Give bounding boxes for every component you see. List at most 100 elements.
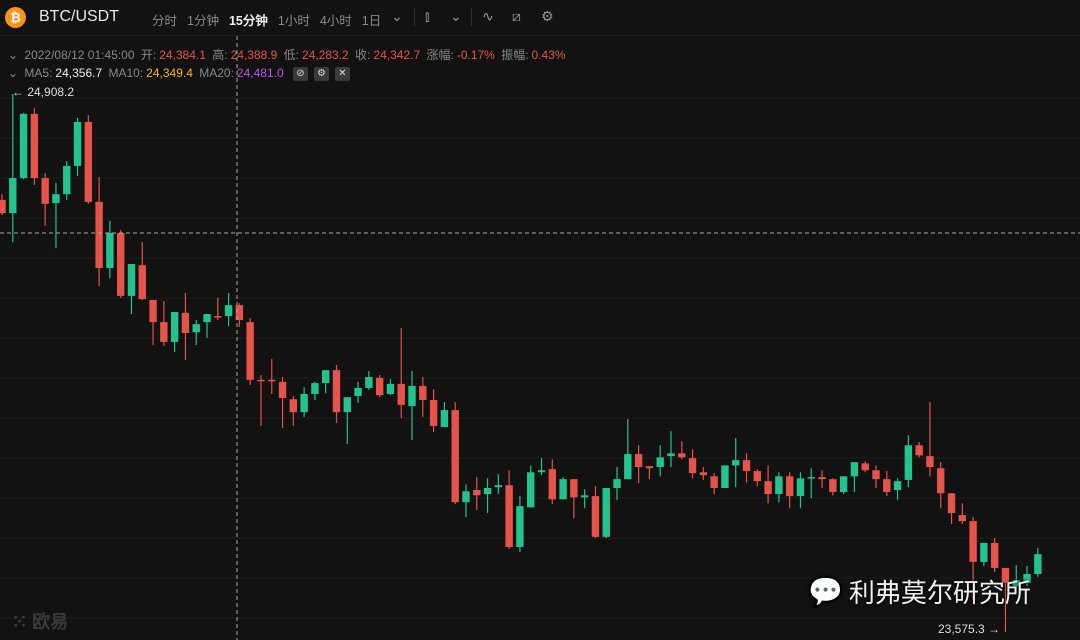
candle-down bbox=[947, 493, 956, 514]
candle-up bbox=[386, 383, 395, 394]
tab-1h[interactable]: 1小时 bbox=[277, 14, 310, 28]
candle-down bbox=[0, 199, 6, 214]
indicator-icon[interactable]: ∿ bbox=[482, 8, 494, 24]
candle-datetime: 2022/08/12 01:45:00 bbox=[24, 48, 135, 62]
ma20-label: MA20: bbox=[199, 66, 234, 80]
candle-down bbox=[235, 305, 244, 321]
candle-down bbox=[548, 469, 556, 500]
candle-up bbox=[527, 472, 535, 508]
candle-up bbox=[322, 370, 330, 384]
candle-up bbox=[192, 324, 200, 333]
candle-down bbox=[926, 456, 934, 468]
divider bbox=[414, 8, 415, 26]
ma10-label: MA10: bbox=[108, 66, 144, 80]
candlestick-type-icon[interactable]: ⫾ bbox=[425, 8, 430, 24]
candle-up bbox=[904, 445, 913, 480]
candle-up bbox=[893, 481, 902, 491]
close-value: 24,342.7 bbox=[373, 48, 421, 62]
candle-up bbox=[602, 488, 610, 537]
candle-up bbox=[624, 454, 632, 480]
tab-time-sharing[interactable]: 分时 bbox=[152, 14, 178, 28]
tab-1m[interactable]: 1分钟 bbox=[187, 14, 219, 28]
candle-up bbox=[775, 476, 783, 495]
candle-up bbox=[1023, 573, 1031, 583]
candle-down bbox=[645, 466, 654, 469]
chevron-down-icon[interactable]: ⌄ bbox=[450, 8, 462, 24]
candle-up bbox=[656, 457, 664, 468]
candle-up bbox=[483, 488, 492, 495]
candle-up bbox=[170, 312, 179, 342]
candle-up bbox=[721, 465, 729, 489]
drawing-tool-icon[interactable]: ⧄ bbox=[512, 8, 521, 24]
candle-up bbox=[300, 393, 308, 413]
amplitude-label: 振幅: bbox=[501, 48, 529, 62]
ma5-value: 24,356.7 bbox=[55, 66, 103, 80]
candle-up bbox=[613, 479, 621, 489]
candle-down bbox=[278, 381, 287, 399]
candle-down bbox=[451, 410, 459, 503]
candle-down bbox=[937, 468, 945, 494]
candle-down bbox=[688, 458, 697, 474]
candle-up bbox=[839, 476, 848, 493]
eye-hide-icon[interactable]: ⊘ bbox=[292, 66, 308, 81]
candle-up bbox=[732, 460, 740, 466]
chevron-down-icon[interactable]: ⌄ bbox=[8, 66, 19, 80]
divider bbox=[471, 8, 472, 26]
candle-down bbox=[84, 121, 93, 202]
high-value: 24,388.9 bbox=[230, 48, 278, 62]
candle-down bbox=[149, 299, 157, 323]
candle-up bbox=[807, 477, 815, 479]
ohlc-info-row: ⌄ 2022/08/12 01:45:00 开: 24,384.1 高: 24,38… bbox=[8, 46, 569, 63]
candle-down bbox=[969, 521, 977, 562]
interval-tabs: 分时 1分钟 15分钟 1小时 4小时 1日 bbox=[152, 10, 381, 29]
toolbar: ₿ BTC/USDT 分时 1分钟 15分钟 1小时 4小时 1日 ⌄ ⫾ ⌄ … bbox=[0, 0, 1080, 36]
tab-4h[interactable]: 4小时 bbox=[319, 14, 352, 28]
chevron-down-icon[interactable]: ⌄ bbox=[391, 8, 403, 24]
okx-watermark: ⁙ 欧易 bbox=[12, 608, 68, 634]
candle-up bbox=[9, 178, 17, 214]
close-icon[interactable]: ✕ bbox=[334, 66, 350, 81]
open-label: 开: bbox=[140, 48, 157, 62]
close-label: 收: bbox=[355, 48, 371, 62]
candle-down bbox=[570, 479, 578, 498]
tab-15m[interactable]: 15分钟 bbox=[228, 14, 268, 28]
amplitude-value: 0.43% bbox=[531, 48, 566, 62]
candle-up bbox=[63, 165, 71, 195]
wechat-watermark: 💬 利弗莫尔研究所 bbox=[808, 573, 1031, 610]
candle-down bbox=[710, 476, 718, 489]
low-value: 24,283.2 bbox=[302, 48, 349, 62]
candle-down bbox=[818, 477, 826, 480]
candle-down bbox=[872, 470, 880, 480]
watermark-text: 利弗莫尔研究所 bbox=[848, 578, 1031, 608]
candle-up bbox=[494, 485, 503, 488]
gear-icon[interactable]: ⚙ bbox=[313, 66, 329, 81]
min-price-label: 23,575.3 → bbox=[938, 622, 1001, 636]
candle-down bbox=[95, 201, 103, 269]
gear-icon[interactable]: ⚙ bbox=[541, 8, 554, 24]
ma-info-row: ⌄ MA5: 24,356.7 MA10: 24,349.4 MA20: 24,481… bbox=[8, 66, 353, 81]
candle-down bbox=[30, 113, 39, 179]
candle-down bbox=[41, 178, 49, 204]
tab-1d[interactable]: 1日 bbox=[361, 14, 382, 28]
candle-down bbox=[429, 400, 438, 426]
candle-down bbox=[181, 312, 190, 334]
candle-down bbox=[246, 322, 254, 380]
candle-down bbox=[257, 379, 265, 382]
symbol-title[interactable]: BTC/USDT bbox=[39, 8, 119, 25]
candle-down bbox=[116, 232, 125, 296]
candle-down bbox=[160, 322, 168, 342]
candle-up bbox=[1034, 554, 1042, 574]
bitcoin-logo-icon: ₿ bbox=[5, 7, 26, 28]
candle-up bbox=[667, 453, 675, 457]
candle-up bbox=[537, 470, 546, 473]
high-label: 高: bbox=[212, 48, 228, 62]
brand-watermark: 欧易 bbox=[32, 612, 69, 632]
candle-down bbox=[634, 454, 643, 468]
candle-down bbox=[785, 476, 794, 497]
chevron-down-icon[interactable]: ⌄ bbox=[8, 48, 19, 62]
candle-down bbox=[268, 379, 276, 382]
okx-logo-icon: ⁙ bbox=[12, 612, 33, 632]
candle-down bbox=[375, 377, 384, 396]
candle-down bbox=[505, 485, 513, 547]
